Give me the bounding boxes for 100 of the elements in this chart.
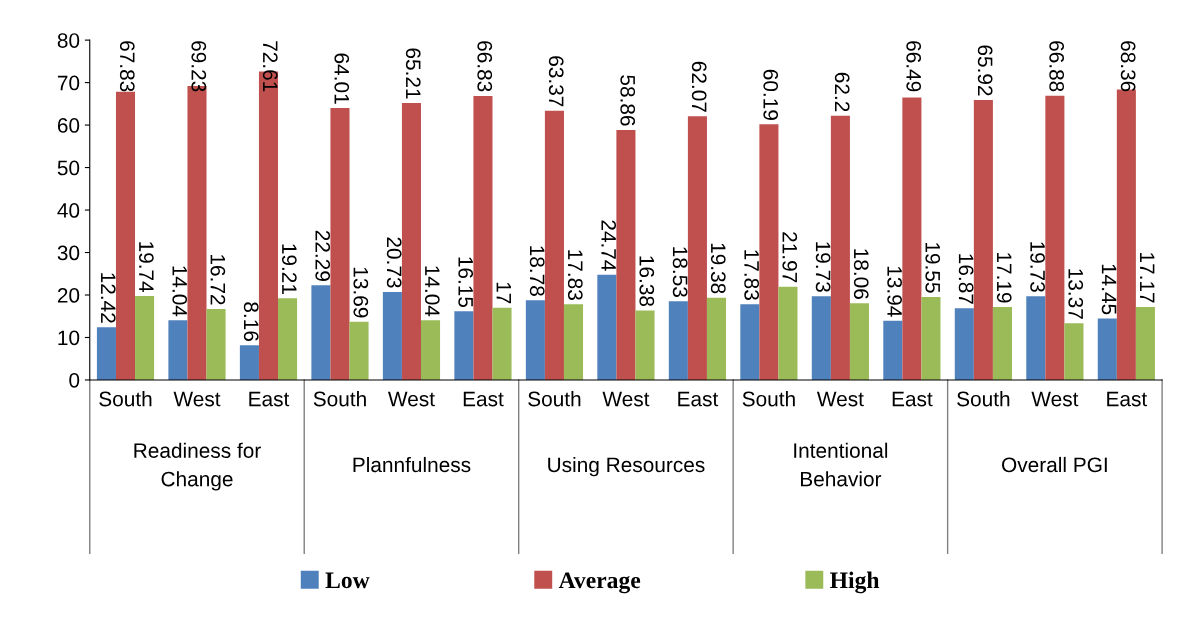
data-label: 19.55 [925, 242, 941, 293]
x-tick-label: West [1031, 391, 1079, 407]
data-label: 18.78 [529, 246, 545, 296]
y-tick-label: 0 [69, 372, 80, 388]
bar [135, 296, 155, 380]
data-label: 64.01 [334, 53, 350, 104]
bar [239, 345, 259, 380]
bar [311, 285, 331, 380]
data-label: 19.74 [138, 242, 154, 293]
bar [902, 97, 922, 380]
data-label: 8.16 [243, 302, 259, 341]
data-label: 68.36 [1120, 41, 1136, 92]
y-tick-label: 40 [57, 203, 80, 218]
legend-label: Average [558, 572, 641, 594]
bar [1135, 307, 1155, 380]
bar [811, 296, 831, 380]
bar [830, 115, 850, 380]
data-label: 14.45 [1101, 264, 1117, 315]
legend-label: Low [325, 572, 370, 589]
bar [206, 308, 226, 380]
data-label: 65.21 [405, 48, 421, 99]
data-label: 14.04 [172, 266, 188, 317]
text: Readiness for Change [134, 442, 261, 491]
y-tick-label: 80 [57, 33, 80, 48]
data-label: 19.38 [710, 243, 726, 294]
bar [382, 291, 402, 380]
text: Intentional Behavior [794, 442, 888, 487]
data-label: 62.2 [834, 72, 850, 112]
data-label: 66.49 [906, 41, 922, 92]
data-label: 17.83 [567, 250, 583, 300]
bar [401, 102, 421, 380]
bar [544, 110, 564, 380]
bar [687, 116, 707, 380]
data-label: 19.21 [281, 244, 297, 294]
data-label: 16.72 [210, 255, 226, 305]
data-label: 24.74 [601, 220, 617, 271]
bar [420, 320, 441, 380]
y-tick-label: 60 [57, 118, 80, 133]
bar [778, 286, 798, 380]
bar [349, 321, 369, 380]
data-label: 18.06 [853, 249, 869, 299]
y-tick-label: 70 [57, 75, 80, 91]
data-label: 65.92 [977, 45, 993, 96]
x-tick-label: West [388, 391, 435, 407]
text: Using Resources [548, 456, 705, 477]
data-label: 19.73 [1030, 242, 1045, 292]
bar [954, 308, 974, 380]
data-label: 20.73 [386, 237, 402, 288]
text: Plannfulness [353, 456, 471, 473]
data-label: 17.83 [744, 250, 760, 300]
data-label: 13.69 [353, 267, 369, 318]
bar [1097, 318, 1117, 380]
bar [668, 301, 688, 380]
data-label: 19.73 [815, 242, 831, 292]
x-tick-label: South [957, 391, 1010, 407]
y-tick-label: 10 [58, 330, 80, 346]
bar [115, 91, 136, 380]
bar [473, 96, 493, 380]
x-tick-label: South [313, 391, 366, 407]
data-label: 17.19 [996, 253, 1012, 303]
data-label: 60.19 [763, 69, 779, 120]
bar [525, 300, 545, 380]
data-label: 58.86 [620, 75, 636, 126]
bar [96, 327, 116, 380]
y-tick-label: 50 [57, 160, 80, 176]
bar [706, 297, 727, 380]
data-label: 16.87 [958, 254, 974, 304]
data-label: 12.42 [101, 273, 116, 323]
x-tick-label: East [892, 391, 933, 407]
bar [563, 304, 584, 380]
y-tick-label: 20 [57, 288, 80, 303]
data-label: 66.88 [1049, 41, 1065, 92]
data-label: 21.97 [782, 232, 798, 283]
data-label: 63.37 [548, 56, 564, 107]
bar [992, 306, 1012, 380]
data-label: 67.83 [119, 41, 135, 92]
bar [616, 129, 636, 380]
data-label: 16.15 [458, 257, 474, 308]
data-label: 17 [496, 282, 511, 304]
data-label: 13.94 [887, 266, 902, 317]
data-label: 13.37 [1068, 269, 1084, 319]
data-label: 69.23 [191, 41, 207, 92]
data-label: 66.83 [477, 41, 493, 92]
bar [168, 320, 188, 380]
y-tick-label: 30 [57, 245, 80, 261]
bar [740, 304, 760, 380]
x-tick-label: South [528, 391, 581, 407]
x-tick-label: East [1107, 391, 1148, 407]
x-tick-label: South [742, 391, 795, 407]
data-label: 18.53 [672, 247, 688, 297]
x-tick-label: West [816, 391, 864, 407]
data-label: 14.04 [424, 266, 440, 317]
bar [492, 307, 512, 380]
x-tick-label: West [602, 391, 650, 407]
bar [883, 320, 903, 380]
bar [597, 274, 617, 380]
data-label: 62.07 [691, 61, 707, 112]
x-tick-label: East [463, 391, 504, 407]
text: Overall PGI [1002, 456, 1107, 473]
x-tick-label: East [678, 391, 719, 407]
